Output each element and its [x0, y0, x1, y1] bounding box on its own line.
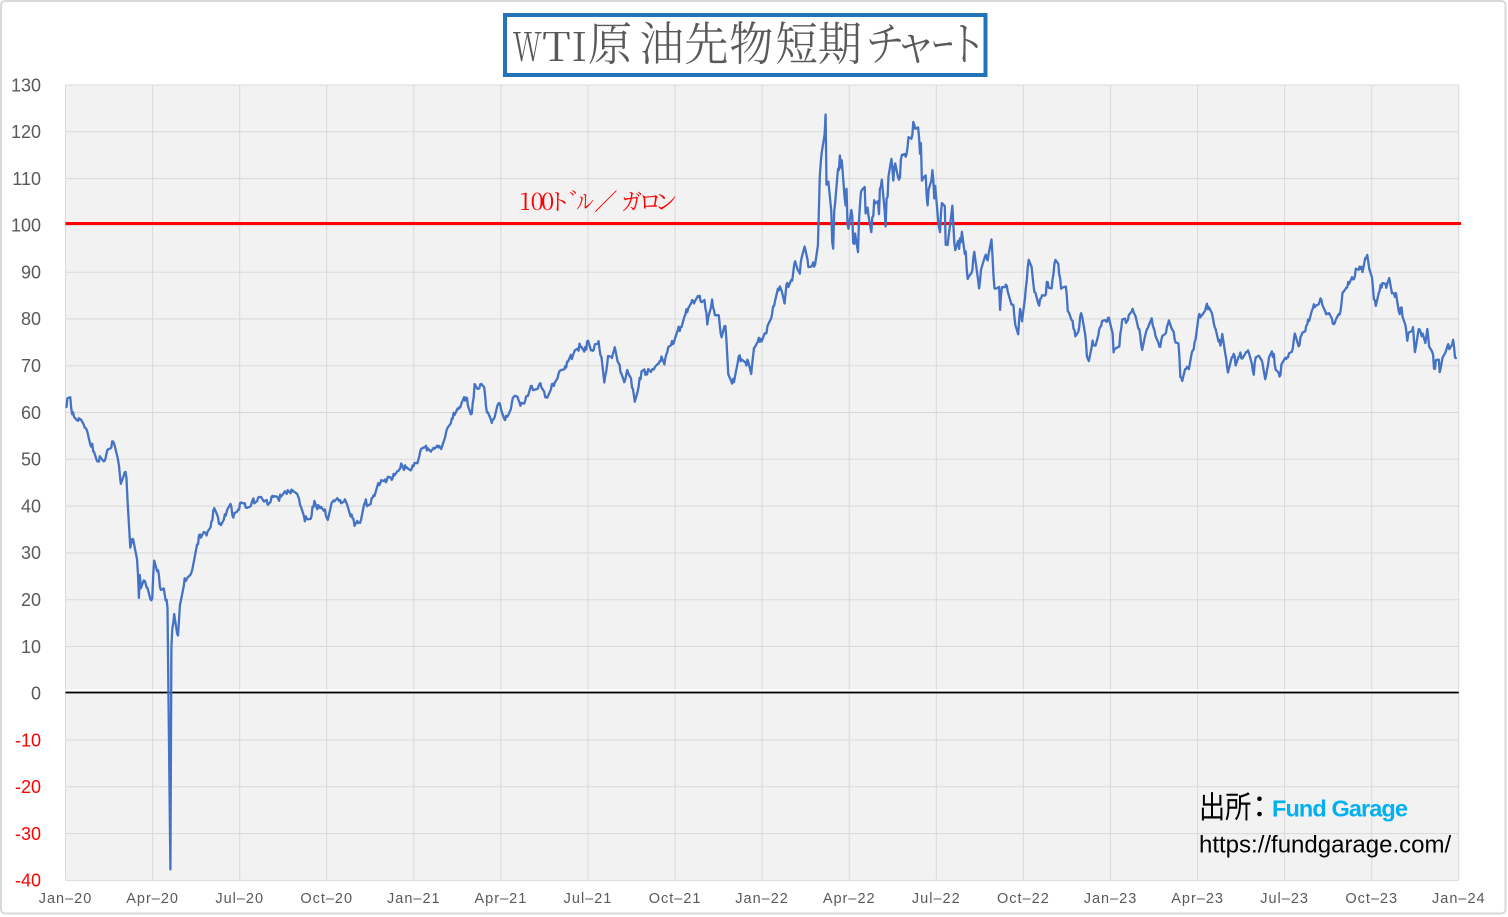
svg-text:40: 40 [21, 496, 41, 516]
svg-text:Oct–21: Oct–21 [649, 891, 702, 907]
svg-text:120: 120 [11, 122, 41, 142]
svg-text:-20: -20 [15, 777, 41, 797]
svg-text:Oct–20: Oct–20 [300, 891, 353, 907]
svg-text:Jul–22: Jul–22 [912, 891, 961, 907]
svg-text:Jul–21: Jul–21 [564, 891, 613, 907]
svg-text:50: 50 [21, 450, 41, 470]
svg-text:Jan–23: Jan–23 [1084, 891, 1138, 907]
svg-text:Apr–23: Apr–23 [1171, 891, 1224, 907]
svg-text:Oct–23: Oct–23 [1345, 891, 1398, 907]
svg-text:70: 70 [21, 356, 41, 376]
svg-text:-30: -30 [15, 824, 41, 844]
svg-text:0: 0 [31, 684, 41, 704]
svg-text:90: 90 [21, 263, 41, 283]
svg-text:Fund Garage: Fund Garage [1272, 796, 1408, 822]
svg-text:Jan–20: Jan–20 [39, 891, 93, 907]
svg-text:100: 100 [11, 216, 41, 236]
svg-text:Jan–24: Jan–24 [1432, 891, 1486, 907]
svg-text:-10: -10 [15, 730, 41, 750]
svg-text:Jul–23: Jul–23 [1260, 891, 1309, 907]
svg-text:30: 30 [21, 543, 41, 563]
svg-text:Apr–21: Apr–21 [475, 891, 528, 907]
svg-text:https://fundgarage.com/: https://fundgarage.com/ [1199, 832, 1451, 859]
svg-text:80: 80 [21, 309, 41, 329]
svg-text:Apr–22: Apr–22 [823, 891, 876, 907]
svg-text:Jan–21: Jan–21 [387, 891, 441, 907]
svg-text:Oct–22: Oct–22 [997, 891, 1050, 907]
svg-text:110: 110 [12, 169, 41, 189]
svg-text:10: 10 [21, 637, 41, 657]
svg-text:Apr–20: Apr–20 [126, 891, 179, 907]
svg-text:-40: -40 [15, 871, 41, 891]
svg-text:Jan–22: Jan–22 [735, 891, 789, 907]
svg-text:130: 130 [11, 75, 41, 95]
svg-text:Jul–20: Jul–20 [215, 891, 264, 907]
svg-text:20: 20 [21, 590, 41, 610]
svg-text:60: 60 [21, 403, 41, 423]
